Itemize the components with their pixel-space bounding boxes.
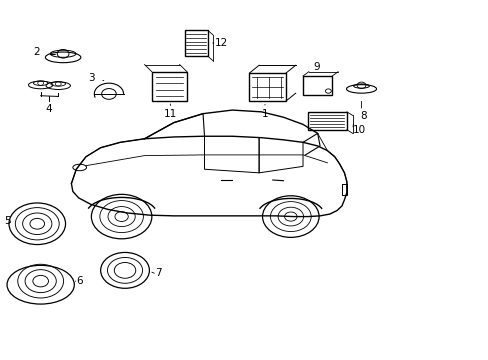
- Bar: [249, 73, 285, 101]
- Text: 9: 9: [313, 62, 319, 72]
- Text: 10: 10: [352, 125, 366, 135]
- Text: 3: 3: [88, 73, 95, 83]
- Text: 1: 1: [261, 109, 268, 119]
- Text: 7: 7: [155, 268, 162, 278]
- Text: 2: 2: [33, 46, 40, 57]
- Bar: [307, 112, 346, 130]
- Bar: [303, 76, 331, 95]
- Text: 12: 12: [215, 38, 228, 48]
- Bar: [152, 72, 186, 101]
- Text: 5: 5: [4, 216, 10, 226]
- Text: 8: 8: [360, 111, 366, 121]
- Bar: [184, 31, 207, 56]
- Text: 6: 6: [76, 276, 83, 286]
- Text: 4: 4: [45, 104, 52, 114]
- Text: 11: 11: [163, 109, 177, 120]
